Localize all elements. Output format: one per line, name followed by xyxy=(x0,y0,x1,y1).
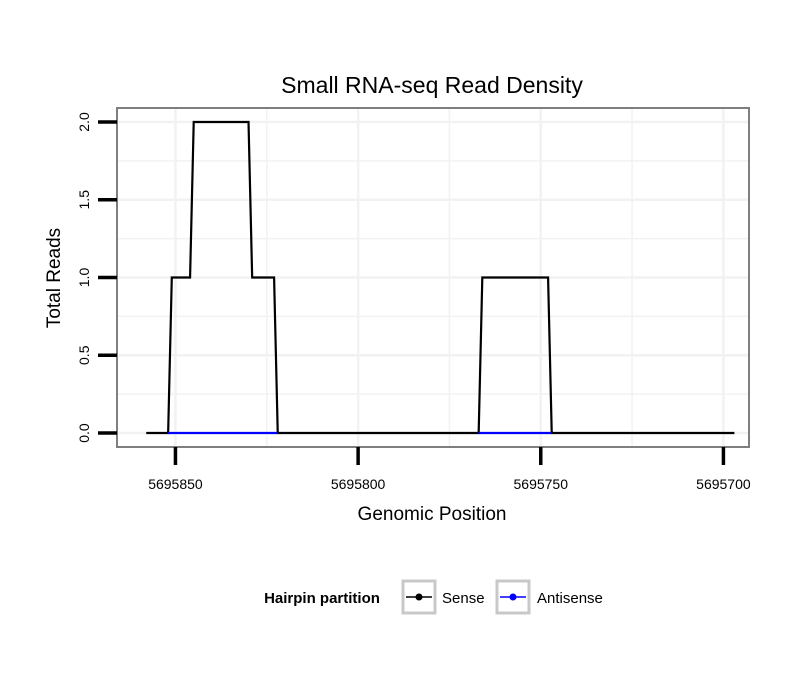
series-layer xyxy=(146,120,735,435)
legend-title: Hairpin partition xyxy=(264,590,380,607)
legend-key-antisense-box xyxy=(495,579,531,615)
chart-title: Small RNA-seq Read Density xyxy=(281,72,583,98)
x-axis-label: Genomic Position xyxy=(358,504,507,525)
x-axis: 5695850 5695800 5695750 5695700 xyxy=(148,447,751,492)
legend-key-sense-box xyxy=(401,579,437,615)
series-sense-line xyxy=(146,120,735,435)
legend-key-antisense-point xyxy=(509,593,517,601)
legend-label-antisense: Antisense xyxy=(537,590,603,607)
y-tick-label: 0.0 xyxy=(76,423,92,443)
x-tick-label: 5695750 xyxy=(514,476,569,492)
x-tick-label: 5695700 xyxy=(696,476,751,492)
x-tick-label: 5695800 xyxy=(331,476,386,492)
y-tick-label: 1.0 xyxy=(76,268,92,288)
y-tick-label: 2.0 xyxy=(76,112,92,132)
x-tick-label: 5695850 xyxy=(148,476,203,492)
y-axis: 0.0 0.5 1.0 1.5 2.0 xyxy=(76,112,117,443)
legend: Hairpin partition Sense Antisense xyxy=(264,579,603,615)
y-tick-label: 0.5 xyxy=(76,345,92,365)
legend-key-sense-point xyxy=(415,593,423,601)
y-axis-label: Total Reads xyxy=(44,228,65,328)
legend-label-sense: Sense xyxy=(442,590,485,607)
y-tick-label: 1.5 xyxy=(76,190,92,210)
